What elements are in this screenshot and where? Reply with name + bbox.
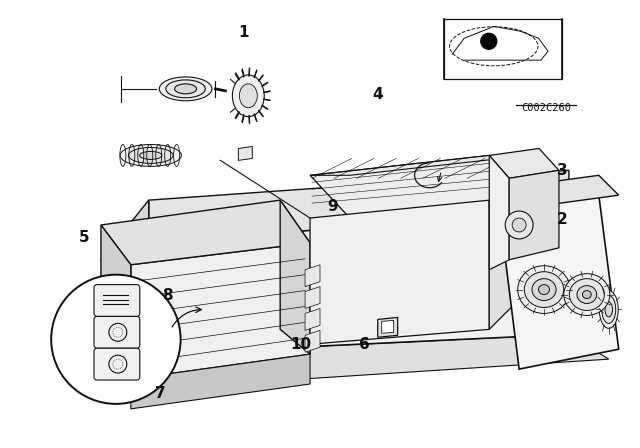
Polygon shape <box>489 175 619 210</box>
FancyBboxPatch shape <box>94 348 140 380</box>
Polygon shape <box>101 225 131 379</box>
Ellipse shape <box>175 84 196 94</box>
Polygon shape <box>305 265 320 287</box>
Polygon shape <box>499 195 619 369</box>
Ellipse shape <box>120 145 181 166</box>
Text: 10: 10 <box>291 337 312 352</box>
Ellipse shape <box>599 291 618 328</box>
Ellipse shape <box>564 274 610 315</box>
Text: 1: 1 <box>238 25 249 40</box>
Polygon shape <box>310 155 529 218</box>
Text: 8: 8 <box>162 288 172 303</box>
Text: 4: 4 <box>372 87 383 103</box>
Polygon shape <box>378 318 397 337</box>
Polygon shape <box>305 287 320 309</box>
Ellipse shape <box>570 279 604 310</box>
Polygon shape <box>489 148 559 178</box>
Text: C002C260: C002C260 <box>521 103 572 113</box>
FancyBboxPatch shape <box>94 316 140 348</box>
Ellipse shape <box>512 218 526 232</box>
Ellipse shape <box>602 296 616 323</box>
Ellipse shape <box>159 77 212 101</box>
Text: 5: 5 <box>79 230 90 245</box>
Ellipse shape <box>538 284 550 294</box>
Ellipse shape <box>605 302 612 317</box>
Ellipse shape <box>582 291 591 298</box>
Polygon shape <box>305 330 320 352</box>
Polygon shape <box>131 243 310 379</box>
Polygon shape <box>131 354 310 409</box>
Text: 9: 9 <box>328 199 338 214</box>
Polygon shape <box>310 200 489 344</box>
Text: 3: 3 <box>557 163 568 178</box>
Ellipse shape <box>232 75 264 116</box>
Polygon shape <box>381 320 394 333</box>
Polygon shape <box>489 155 509 270</box>
Polygon shape <box>101 200 310 265</box>
Text: 7: 7 <box>156 386 166 401</box>
Ellipse shape <box>524 271 564 307</box>
Ellipse shape <box>140 151 162 159</box>
Polygon shape <box>489 155 529 329</box>
Ellipse shape <box>505 211 533 239</box>
Polygon shape <box>238 146 252 160</box>
Ellipse shape <box>577 286 596 303</box>
Polygon shape <box>509 170 559 260</box>
Ellipse shape <box>166 80 205 98</box>
FancyBboxPatch shape <box>94 284 140 316</box>
Ellipse shape <box>518 266 570 314</box>
Circle shape <box>481 33 497 49</box>
Polygon shape <box>101 200 148 354</box>
Text: 6: 6 <box>359 337 370 352</box>
Text: 2: 2 <box>557 212 568 227</box>
Polygon shape <box>148 170 569 243</box>
Polygon shape <box>310 155 529 175</box>
Ellipse shape <box>532 279 556 301</box>
Polygon shape <box>148 334 609 389</box>
Ellipse shape <box>129 147 173 164</box>
Ellipse shape <box>239 84 257 108</box>
Circle shape <box>51 275 180 404</box>
Polygon shape <box>280 200 310 354</box>
Polygon shape <box>305 309 320 330</box>
Polygon shape <box>148 210 569 354</box>
Bar <box>444 19 562 79</box>
